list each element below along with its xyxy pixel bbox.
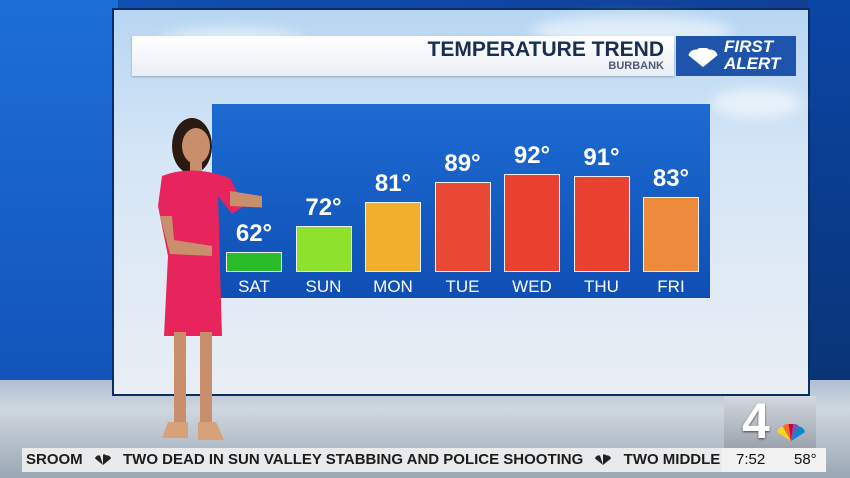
- ticker-item-3: TWO MIDDLE SCHOOL: [623, 451, 722, 468]
- forecast-temp-wed: 92°: [513, 141, 551, 169]
- brand-line-1: FIRST: [724, 37, 774, 56]
- peacock-icon: [94, 454, 111, 466]
- ticker-item-2: TWO DEAD IN SUN VALLEY STABBING AND POLI…: [123, 451, 584, 468]
- forecast-temp-mon: 81°: [374, 170, 412, 198]
- forecast-temp-fri: 83°: [652, 165, 690, 193]
- forecast-bar-mon: [365, 202, 421, 272]
- forecast-day-wed: WED: [512, 277, 552, 296]
- forecast-bar-wed: [504, 173, 560, 272]
- current-time: 7:52: [736, 451, 766, 468]
- forecast-bar-tue: [434, 181, 491, 272]
- right-wall-panel: [808, 0, 850, 380]
- news-ticker: SROOM TWO DEAD IN SUN VALLEY STABBING AN…: [22, 448, 722, 472]
- forecast-bar-sat: [226, 251, 282, 272]
- peacock-icon: [595, 454, 612, 466]
- ticker-item-1: SROOM: [26, 451, 83, 468]
- forecast-bar-thu: [573, 176, 630, 272]
- forecast-temp-tue: 89°: [444, 149, 481, 177]
- graphic-location: BURBANK: [608, 60, 664, 72]
- forecast-day-mon: MON: [373, 277, 413, 296]
- meteorologist-figure: [158, 118, 262, 440]
- forecast-bar-fri: [643, 197, 699, 272]
- forecast-temp-thu: 91°: [583, 144, 620, 172]
- peacock-logo-icon: [777, 424, 805, 442]
- forecast-day-sun: SUN: [305, 277, 342, 296]
- forecast-day-fri: FRI: [657, 277, 685, 296]
- ticker-text: SROOM TWO DEAD IN SUN VALLEY STABBING AN…: [26, 451, 722, 468]
- brand-line-2: ALERT: [724, 54, 781, 73]
- station-logo: 4: [724, 393, 816, 449]
- brand-text: FIRST ALERT: [724, 38, 780, 72]
- forecast-day-sat: SAT: [238, 277, 270, 296]
- left-wall-panel: [0, 0, 118, 380]
- current-temperature: 58°: [794, 451, 817, 468]
- forecast-temp-sun: 72°: [305, 193, 342, 221]
- graphic-title: TEMPERATURE TREND: [427, 38, 664, 61]
- time-temp-box: 7:52 58°: [722, 448, 826, 472]
- title-banner: TEMPERATURE TREND BURBANK: [132, 36, 674, 76]
- forecast-bar-sun: [295, 225, 352, 272]
- forecast-temp-sat: 62°: [235, 219, 273, 247]
- forecast-day-tue: TUE: [445, 277, 480, 296]
- first-alert-brand: FIRST ALERT: [676, 36, 796, 76]
- peacock-logo-icon: [688, 48, 718, 68]
- forecast-day-thu: THU: [584, 277, 619, 296]
- channel-number: 4: [742, 393, 770, 449]
